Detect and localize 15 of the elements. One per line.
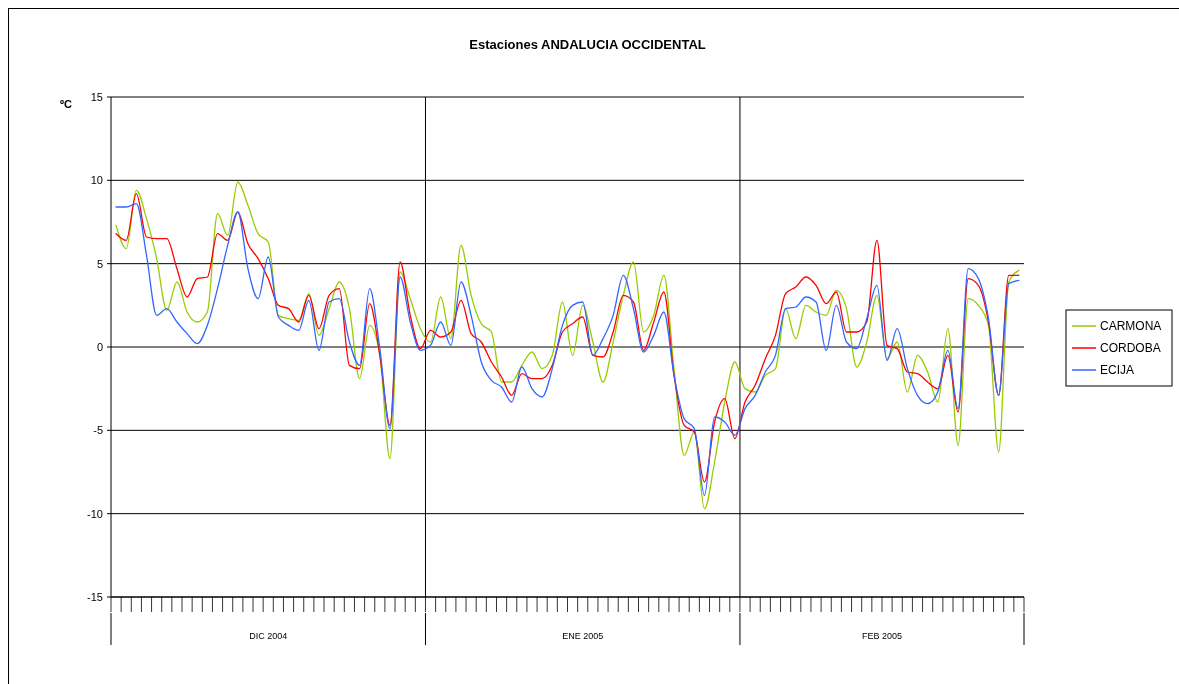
- y-tick-label: -15: [87, 591, 103, 603]
- legend-label: ECIJA: [1100, 363, 1135, 377]
- x-tick-label: FEB 2005: [861, 631, 902, 641]
- y-tick-label: 10: [90, 174, 103, 187]
- x-tick-label: ENE 2005: [562, 631, 604, 641]
- legend-label: CORDOBA: [1100, 341, 1161, 355]
- y-tick-label: 0: [96, 341, 103, 353]
- y-tick-label: -10: [87, 507, 103, 520]
- y-axis-title: ºC: [60, 98, 73, 110]
- x-tick-label: DIC 2004: [249, 631, 288, 641]
- legend-label: CARMONA: [1100, 319, 1162, 333]
- y-tick-label: 15: [90, 91, 103, 103]
- chart-title: Estaciones ANDALUCIA OCCIDENTAL: [469, 37, 706, 52]
- y-tick-label: -5: [93, 424, 103, 437]
- y-tick-label: 5: [96, 257, 103, 270]
